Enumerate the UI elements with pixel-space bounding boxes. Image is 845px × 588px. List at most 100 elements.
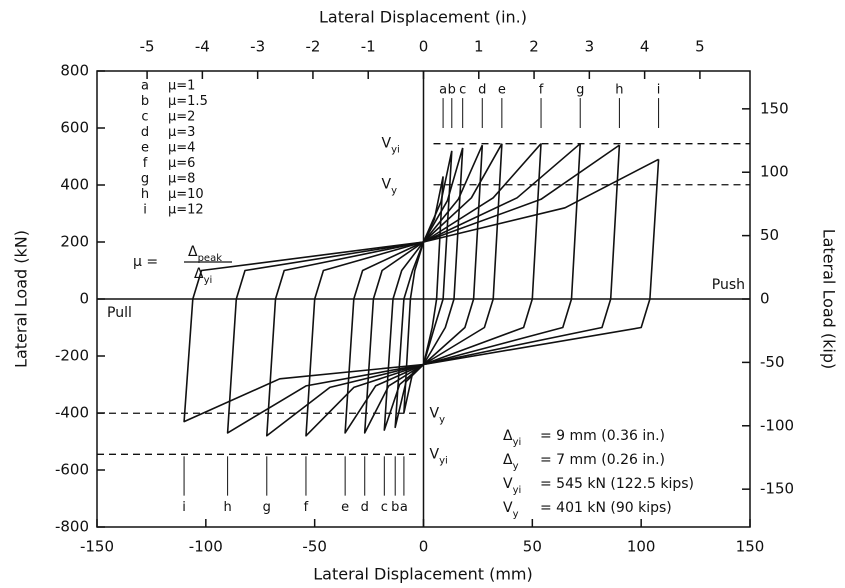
- subscript: yi: [391, 144, 400, 155]
- x-tick-label: 50: [523, 538, 542, 556]
- peak-label: i: [657, 83, 661, 98]
- symbol: Δ: [194, 266, 204, 282]
- legend-label: μ=12: [168, 203, 204, 218]
- peak-label: b: [391, 500, 399, 515]
- reference-label: Vyi: [430, 446, 448, 466]
- reference-label: Vyi: [382, 136, 400, 156]
- formula-numerator: Δpeak: [188, 244, 222, 264]
- peak-label: c: [459, 83, 466, 98]
- y2-tick-label: 50: [760, 226, 779, 244]
- symbol: V: [430, 446, 440, 462]
- x-tick-label: 100: [627, 538, 656, 556]
- symbol: V: [382, 136, 392, 152]
- y-tick-label: -600: [55, 461, 89, 479]
- x2-tick-label: 5: [695, 38, 705, 56]
- y-tick-label: 800: [60, 62, 89, 80]
- subscript: y: [513, 461, 519, 472]
- hysteresis-loop: [363, 144, 484, 434]
- peak-label: a: [400, 500, 408, 515]
- hysteresis-loop: [344, 143, 503, 434]
- symbol: V: [503, 476, 513, 492]
- symbol: V: [503, 500, 513, 516]
- note-symbol: Vy: [503, 500, 519, 520]
- y-tick-label: -200: [55, 347, 89, 365]
- x2-tick-label: 3: [585, 38, 595, 56]
- subscript: yi: [513, 485, 522, 496]
- note-symbol: Δy: [503, 452, 519, 472]
- legend-label: μ=4: [168, 141, 195, 156]
- x-axis-label: Lateral Displacement (mm): [313, 565, 532, 584]
- y2-axis-label: Lateral Load (kip): [820, 229, 839, 370]
- legend-key: h: [141, 187, 149, 202]
- peak-label: h: [615, 83, 623, 98]
- subscript: y: [391, 185, 397, 196]
- y2-tick-label: 150: [760, 99, 789, 117]
- symbol: V: [382, 177, 392, 193]
- hysteresis-loop: [305, 143, 542, 437]
- x2-tick-label: 2: [529, 38, 539, 56]
- symbol: Δ: [503, 428, 513, 444]
- legend-label: μ=3: [168, 125, 195, 140]
- legend-key: b: [141, 94, 149, 109]
- note-symbol: Δyi: [503, 428, 521, 448]
- symbol: Δ: [188, 244, 198, 260]
- x-tick-label: -100: [189, 538, 223, 556]
- note-text: = 9 mm (0.36 in.): [540, 428, 665, 444]
- y2-tick-label: 100: [760, 163, 789, 181]
- hysteresis-loop: [266, 143, 581, 437]
- x2-tick-label: -5: [140, 38, 155, 56]
- push-label: Push: [712, 277, 745, 293]
- legend-key: f: [143, 156, 148, 171]
- hysteresis-loop: [383, 147, 464, 431]
- legend-label: μ=10: [168, 187, 204, 202]
- y-axis-label: Lateral Load (kN): [12, 230, 31, 368]
- subscript: y: [513, 509, 519, 520]
- subscript: yi: [513, 437, 522, 448]
- y2-tick-label: -100: [760, 416, 794, 434]
- legend-key: i: [143, 203, 147, 218]
- y-tick-label: 200: [60, 233, 89, 251]
- note-text: = 545 kN (122.5 kips): [540, 476, 694, 492]
- x-tick-label: 0: [419, 538, 429, 556]
- pull-label: Pull: [107, 305, 132, 321]
- hysteresis-loop: [183, 158, 660, 423]
- y-tick-label: 600: [60, 119, 89, 137]
- hysteresis-loop: [226, 144, 621, 434]
- y-tick-label: 0: [79, 290, 89, 308]
- x-tick-label: -150: [80, 538, 114, 556]
- peak-label: b: [448, 83, 456, 98]
- reference-label: Vy: [382, 177, 398, 197]
- x2-tick-label: -3: [250, 38, 265, 56]
- legend-key: g: [141, 172, 149, 187]
- symbol: Δ: [503, 452, 513, 468]
- peak-label: e: [498, 83, 506, 98]
- legend-key: c: [141, 110, 148, 125]
- y-tick-label: 400: [60, 176, 89, 194]
- peak-label: c: [381, 500, 388, 515]
- x2-tick-label: 1: [474, 38, 484, 56]
- legend-label: μ=1: [168, 79, 195, 94]
- formula-denominator: Δyi: [194, 266, 212, 286]
- y2-tick-label: -150: [760, 480, 794, 498]
- legend-label: μ=2: [168, 110, 195, 125]
- peak-label: g: [263, 500, 271, 515]
- peak-label: g: [576, 83, 584, 98]
- legend-key: e: [141, 141, 149, 156]
- y-tick-label: -800: [55, 518, 89, 536]
- peak-label: e: [341, 500, 349, 515]
- x2-tick-label: -2: [305, 38, 320, 56]
- legend-label: μ=6: [168, 156, 195, 171]
- note-text: = 7 mm (0.26 in.): [540, 452, 665, 468]
- peak-label: d: [478, 83, 486, 98]
- x-tick-label: -50: [302, 538, 327, 556]
- legend-key: a: [141, 79, 149, 94]
- hysteresis-loop: [394, 150, 453, 429]
- y2-tick-label: 0: [760, 290, 770, 308]
- legend-label: μ=1.5: [168, 94, 208, 109]
- peak-label: i: [182, 500, 186, 515]
- x2-tick-label: 0: [419, 38, 429, 56]
- peak-label: h: [223, 500, 231, 515]
- symbol: V: [430, 405, 440, 421]
- peak-label: f: [304, 500, 309, 515]
